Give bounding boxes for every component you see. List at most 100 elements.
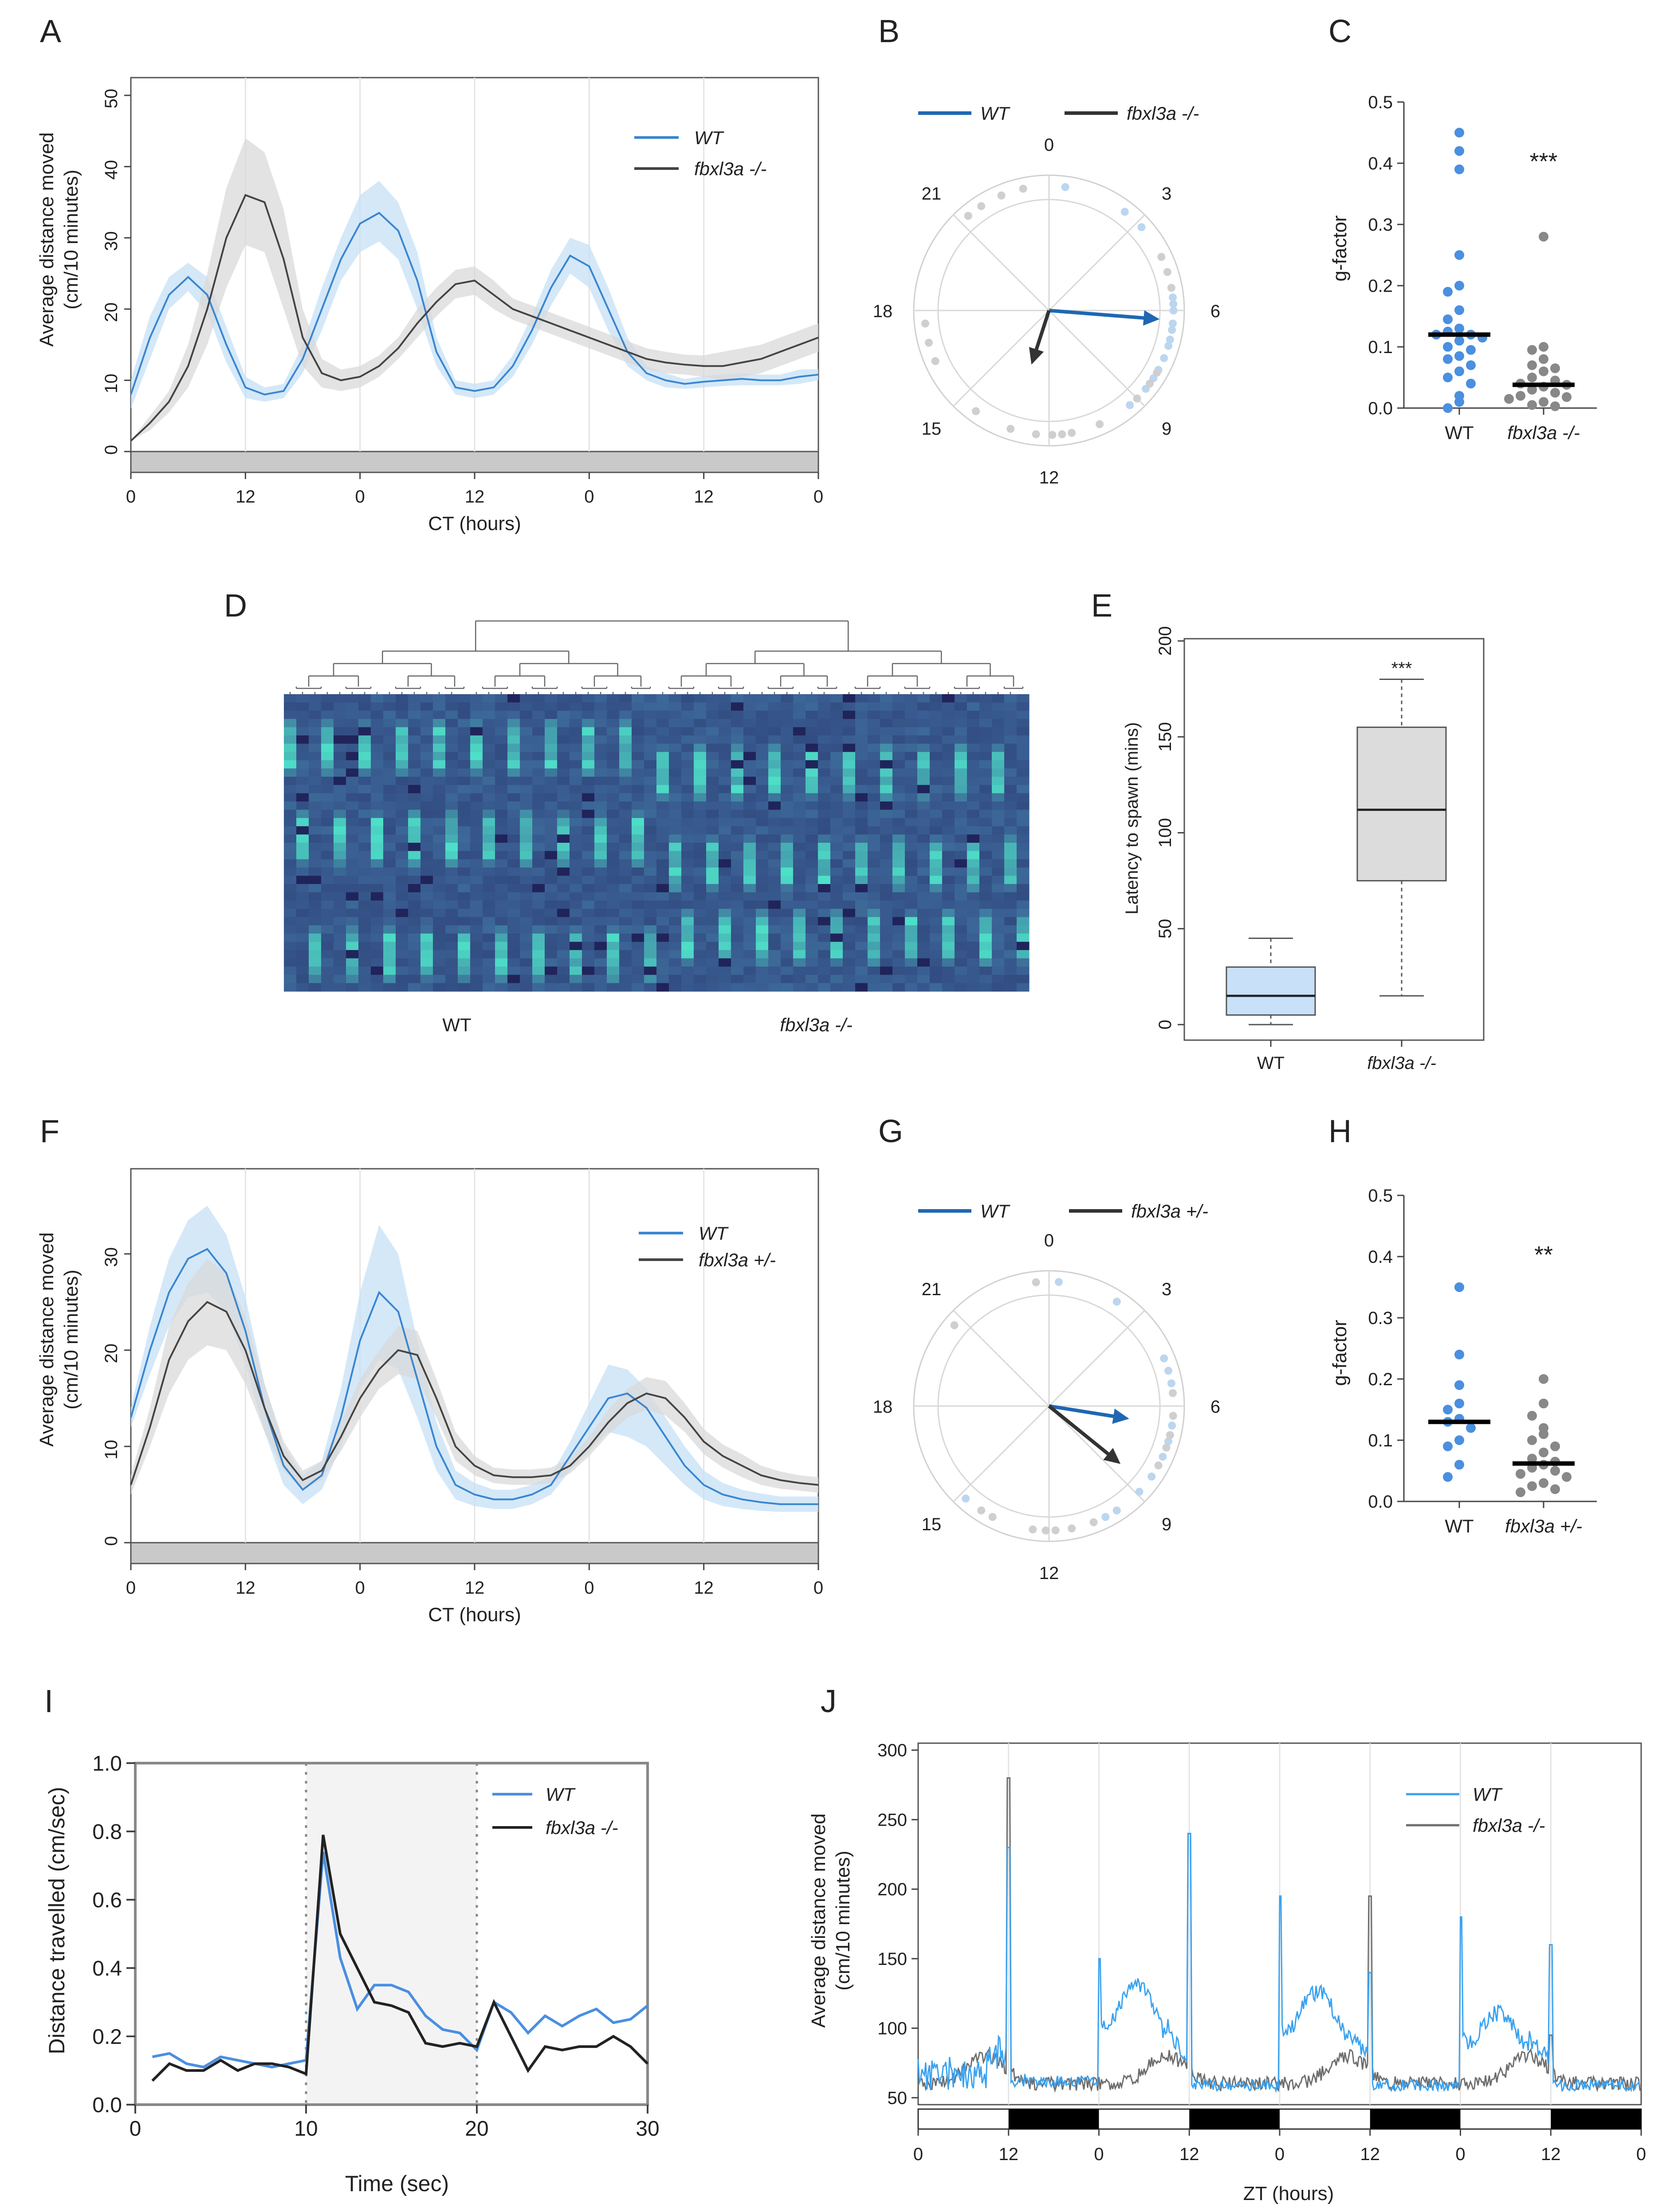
heatmap-cell — [694, 719, 707, 728]
heatmap-cell — [607, 834, 620, 843]
heatmap-cell — [719, 983, 731, 992]
data-point — [1443, 373, 1453, 382]
heatmap-cell — [557, 942, 570, 951]
x-tick-label-a: 0 — [813, 487, 823, 507]
polar-hour-label: 18 — [873, 302, 893, 321]
heatmap-cell — [942, 793, 955, 802]
phase-point — [1133, 394, 1141, 403]
heatmap-cell — [793, 801, 806, 810]
heatmap-cell — [495, 735, 508, 744]
heatmap-cell — [669, 851, 682, 860]
heatmap-cell — [793, 826, 806, 835]
heatmap-cell — [669, 719, 682, 728]
y-tick-label: 0.0 — [1368, 399, 1393, 418]
heatmap-cell — [433, 743, 446, 752]
heatmap-cell — [669, 859, 682, 868]
series-line-f-1 — [130, 1300, 819, 1486]
heatmap-cell — [694, 768, 707, 777]
heatmap-cell — [545, 727, 558, 736]
heatmap-cell — [681, 884, 694, 893]
heatmap-cell — [656, 818, 669, 827]
heatmap-cell — [992, 809, 1005, 818]
heatmap-cell — [868, 760, 880, 769]
heatmap-cell — [520, 809, 533, 818]
heatmap-cell — [445, 719, 458, 728]
heatmap-cell — [967, 809, 980, 818]
heatmap-cell — [570, 702, 582, 711]
heatmap-cell — [669, 834, 682, 843]
heatmap-cell — [892, 743, 905, 752]
heatmap-cell — [619, 743, 632, 752]
heatmap-cell — [656, 851, 669, 860]
legend-label-a-wt: WT — [694, 127, 725, 148]
heatmap-cell — [507, 768, 520, 777]
heatmap-cell — [930, 719, 943, 728]
heatmap-cell — [321, 958, 334, 967]
heatmap-cell — [706, 818, 719, 827]
heatmap-cell — [793, 777, 806, 786]
heatmap-cell — [731, 818, 744, 827]
heatmap-cell — [545, 768, 558, 777]
heatmap-cell — [321, 768, 334, 777]
heatmap-cell — [855, 768, 868, 777]
heatmap-cell — [296, 933, 309, 942]
heatmap-cell — [433, 884, 446, 893]
heatmap-cell — [843, 884, 856, 893]
heatmap-cell — [955, 801, 967, 810]
heatmap-cell — [433, 826, 446, 835]
heatmap-cell — [892, 694, 905, 703]
heatmap-cell — [445, 818, 458, 827]
heatmap-cell — [383, 876, 396, 884]
polar-hour-label: 6 — [1210, 302, 1220, 321]
y-tick-label-f: 10 — [102, 1440, 121, 1460]
data-point — [1454, 1380, 1464, 1390]
heatmap-cell — [979, 785, 992, 794]
heatmap-cell — [706, 917, 719, 926]
heatmap-cell — [309, 942, 322, 951]
legend-b: WT fbxl3a -/- — [918, 103, 1199, 124]
heatmap-cell — [632, 743, 644, 752]
heatmap-cell — [830, 752, 843, 761]
x-tick-label-f: 12 — [694, 1578, 714, 1598]
heatmap-cell — [520, 942, 533, 951]
heatmap-cell — [955, 834, 967, 843]
heatmap-cell — [545, 851, 558, 860]
heatmap-cell — [371, 694, 384, 703]
heatmap-cell — [520, 834, 533, 843]
heatmap-cell — [669, 818, 682, 827]
heatmap-cell — [756, 983, 769, 992]
heatmap-cell — [806, 884, 818, 893]
series-line-f-0 — [130, 1248, 818, 1505]
heatmap-cell — [955, 867, 967, 876]
heatmap-cell — [619, 925, 632, 934]
heatmap-cell — [296, 925, 309, 934]
heatmap-cell — [458, 785, 471, 794]
heatmap-cell — [669, 876, 682, 884]
heatmap-cell — [383, 801, 396, 810]
heatmap-cell — [383, 752, 396, 761]
heatmap-cell — [855, 826, 868, 835]
heatmap-cell — [843, 809, 856, 818]
phase-point — [931, 357, 939, 365]
data-point — [1454, 351, 1464, 361]
heatmap-cell — [284, 834, 297, 843]
heatmap-cell — [719, 900, 731, 909]
heatmap-cell — [470, 925, 483, 934]
heatmap-cell — [1004, 933, 1017, 942]
heatmap-cell — [793, 719, 806, 728]
heatmap-cell — [781, 925, 794, 934]
heatmap-cell — [458, 876, 471, 884]
heatmap-cell — [818, 859, 831, 868]
heatmap-cell — [619, 793, 632, 802]
heatmap-cell — [930, 925, 943, 934]
heatmap-cell — [967, 942, 980, 951]
heatmap-cell — [855, 743, 868, 752]
heatmap-cell — [433, 711, 446, 719]
heatmap-cell — [284, 727, 297, 736]
heatmap-cell — [570, 768, 582, 777]
heatmap-cell — [582, 867, 595, 876]
heatmap-cell — [383, 892, 396, 901]
heatmap-cell — [520, 760, 533, 769]
heatmap-cell — [346, 974, 359, 983]
heatmap-cell — [942, 777, 955, 786]
